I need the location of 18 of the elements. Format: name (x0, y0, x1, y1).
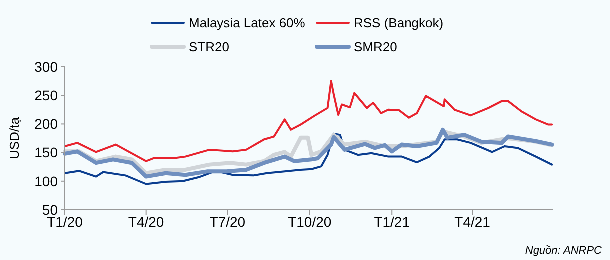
y-tick-label: 250 (34, 88, 58, 104)
x-tick-label: T1/21 (374, 214, 410, 230)
x-tick-label: T7/20 (210, 214, 246, 230)
text: Nguồn: ANRPC (525, 245, 602, 257)
line-series (64, 80, 554, 162)
x-tick-label: T10/20 (288, 214, 332, 230)
y-tick-label: 300 (34, 58, 58, 75)
y-tick-label: 100 (34, 173, 58, 190)
y-axis-title: USD/tạ (7, 116, 22, 160)
legend-label: RSS (Bangkok) (354, 16, 444, 31)
x-tick-label: T4/21 (454, 214, 491, 230)
x-tick-label: T4/20 (128, 214, 164, 230)
line-series (64, 132, 554, 186)
legend-label: STR20 (189, 40, 230, 55)
legend-label: SMR20 (354, 40, 398, 55)
legend-label: Malaysia Latex 60% (189, 16, 306, 31)
y-tick-label: 150 (34, 144, 58, 161)
y-tick-label: 200 (34, 116, 58, 132)
